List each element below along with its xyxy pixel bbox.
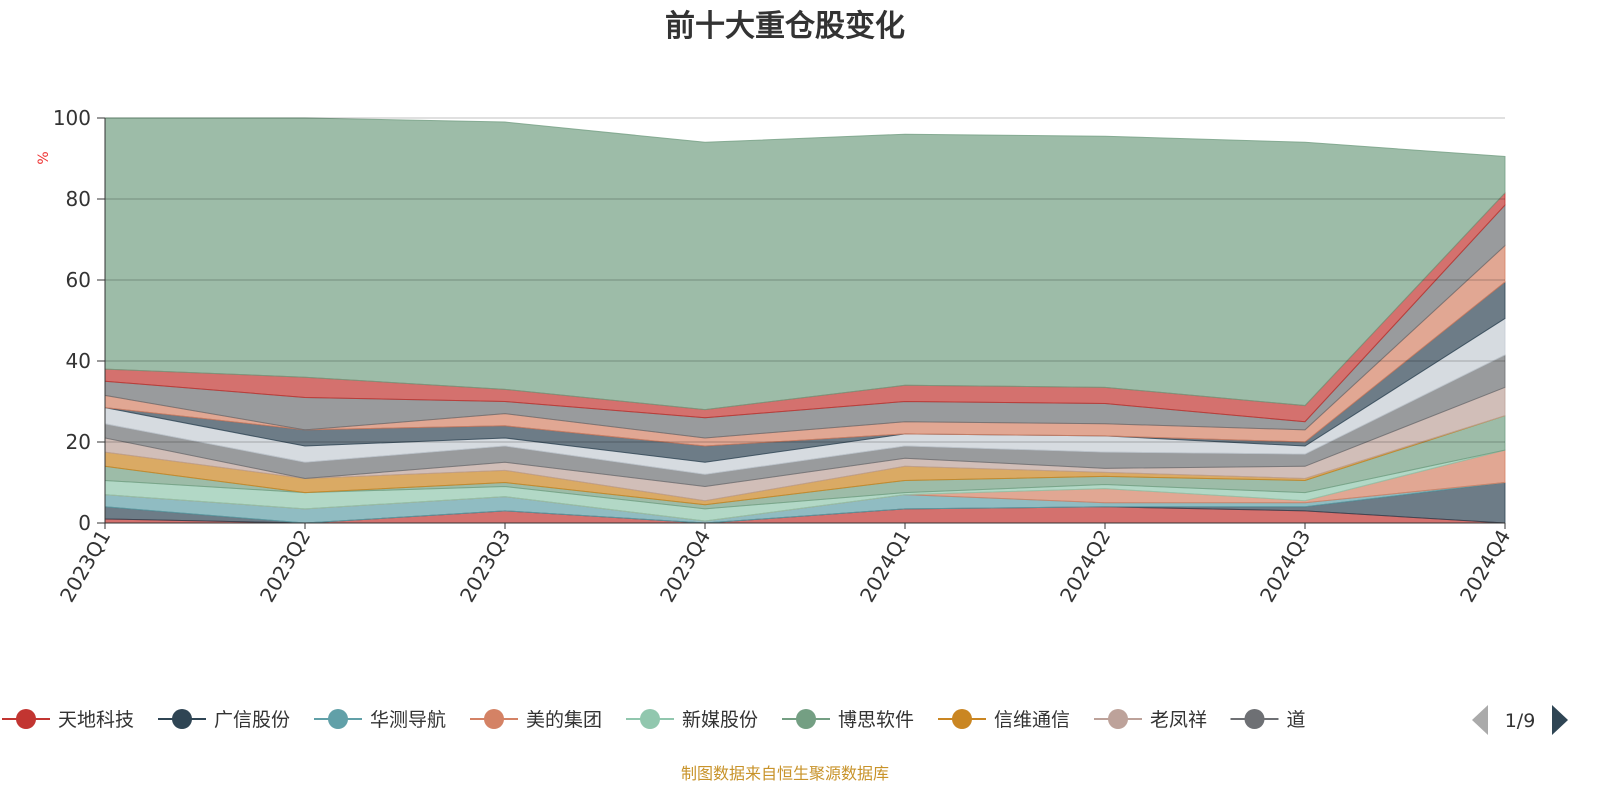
x-tick-label: 2024Q2 [1055, 526, 1115, 607]
areas [104, 117, 1506, 524]
x-tick-label: 2023Q2 [255, 526, 315, 607]
y-axis-label: % [36, 151, 52, 164]
area-series-14 [104, 117, 1506, 411]
legend-item[interactable]: 华测导航 [314, 709, 446, 731]
legend-label: 新媒股份 [682, 709, 758, 731]
legend-item[interactable]: 道 [1230, 709, 1306, 731]
legend-item[interactable]: 信维通信 [938, 709, 1070, 731]
legend-label: 信维通信 [994, 709, 1070, 731]
y-tick-label: 100 [53, 106, 91, 130]
legend-marker-icon [640, 709, 660, 729]
legend-item[interactable]: 老凤祥 [1094, 709, 1207, 731]
legend-label: 美的集团 [526, 709, 602, 731]
legend-label: 道 [1287, 709, 1306, 731]
legend-label: 博思软件 [838, 709, 914, 731]
legend-marker-icon [328, 709, 348, 729]
footer-source: 制图数据来自恒生聚源数据库 [681, 764, 889, 783]
legend-item[interactable]: 天地科技 [2, 709, 134, 731]
legend-marker-icon [16, 709, 36, 729]
x-tick-label: 2023Q4 [655, 526, 715, 607]
y-tick-label: 80 [66, 187, 91, 211]
legend-item[interactable]: 美的集团 [470, 709, 602, 731]
legend-marker-icon [796, 709, 816, 729]
y-tick-label: 40 [66, 349, 91, 373]
legend: 天地科技 广信股份 华测导航 美的集团 新媒股份 博思软件 信维通信 老凤祥 道 [2, 709, 1306, 731]
legend-label: 天地科技 [58, 709, 134, 731]
legend-marker-icon [1108, 709, 1128, 729]
y-tick-label: 60 [66, 268, 91, 292]
x-tick-label: 2024Q3 [1255, 526, 1315, 607]
y-tick-label: 0 [78, 511, 91, 535]
y-tick-label: 20 [66, 430, 91, 454]
prev-page-icon[interactable] [1472, 705, 1488, 735]
legend-label: 华测导航 [370, 709, 446, 731]
chart-title: 前十大重仓股变化 [665, 9, 905, 44]
x-tick-label: 2024Q4 [1455, 526, 1515, 607]
gridlines [105, 117, 1505, 443]
x-tick-label: 2024Q1 [855, 526, 915, 607]
legend-marker-icon [1244, 709, 1265, 729]
legend-page-indicator: 1/9 [1505, 710, 1536, 732]
legend-label: 老凤祥 [1150, 709, 1207, 731]
legend-marker-icon [172, 709, 192, 729]
legend-item[interactable]: 广信股份 [158, 709, 290, 731]
x-tick-label: 2023Q1 [55, 526, 115, 607]
legend-item[interactable]: 新媒股份 [626, 709, 758, 731]
legend-label: 广信股份 [214, 709, 290, 731]
legend-pager: 1/9 [1472, 705, 1568, 735]
legend-item[interactable]: 博思软件 [782, 709, 914, 731]
x-tick-label: 2023Q3 [455, 526, 515, 607]
legend-marker-icon [952, 709, 972, 729]
legend-marker-icon [484, 709, 504, 729]
next-page-icon[interactable] [1552, 705, 1568, 735]
